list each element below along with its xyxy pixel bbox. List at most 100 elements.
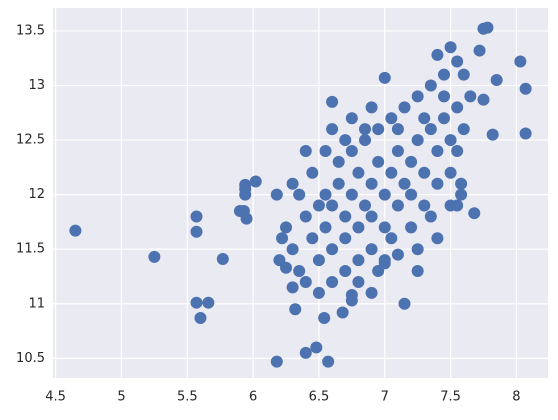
point [293,265,306,278]
point [418,166,431,179]
point [378,71,391,84]
point [270,355,283,368]
point [336,306,349,319]
point [332,155,345,168]
point [190,225,203,238]
point [239,188,252,201]
point [418,112,431,125]
point [270,188,283,201]
x-tick-label: 7.5 [440,390,461,405]
point [451,144,464,157]
point [293,188,306,201]
point [424,79,437,92]
point [398,101,411,114]
point [464,90,477,103]
point [444,41,457,54]
point [398,297,411,310]
point [437,112,450,125]
point [372,265,385,278]
point [339,134,352,147]
point [345,144,358,157]
point [378,254,391,267]
point [391,144,404,157]
point [319,144,332,157]
point [286,243,299,256]
point [312,286,325,299]
point [319,188,332,201]
point [276,232,289,245]
point [455,188,468,201]
x-tick-label: 4.5 [45,390,66,405]
point [431,177,444,190]
point [411,243,424,256]
point [481,21,494,34]
x-tick-label: 5 [117,390,125,405]
point [216,253,229,266]
point [319,221,332,234]
point [359,123,372,136]
point [444,134,457,147]
point [339,265,352,278]
point [310,341,323,354]
y-tick-label: 11 [28,296,45,311]
point [372,155,385,168]
point [444,166,457,179]
point [385,112,398,125]
point [398,177,411,190]
point [345,112,358,125]
point [289,303,302,316]
point [352,254,365,267]
point [437,68,450,81]
y-tick-label: 13.5 [16,23,45,38]
x-tick-label: 7 [381,390,389,405]
point [473,44,486,57]
x-tick-label: 8 [512,390,520,405]
point [431,144,444,157]
point [69,224,82,237]
point [190,296,203,309]
point [352,166,365,179]
point [411,265,424,278]
point [477,93,490,106]
point [378,188,391,201]
point [345,188,358,201]
point [391,248,404,261]
point [299,210,312,223]
point [405,155,418,168]
point [514,55,527,68]
point [431,232,444,245]
point [299,346,312,359]
point [306,232,319,245]
point [365,177,378,190]
point [280,221,293,234]
point [240,212,253,225]
point [326,123,339,136]
point [326,199,339,212]
point [411,90,424,103]
point [468,207,481,220]
point [190,210,203,223]
point [326,95,339,108]
point [451,199,464,212]
y-tick-label: 10.5 [16,351,45,366]
point [365,243,378,256]
point [249,175,262,188]
point [365,101,378,114]
y-tick-label: 13 [28,78,45,93]
point [345,294,358,307]
point [391,199,404,212]
point [332,177,345,190]
x-tick-label: 5.5 [177,390,198,405]
point [312,199,325,212]
point [457,123,470,136]
point [424,210,437,223]
point [490,74,503,87]
point [359,134,372,147]
point [424,123,437,136]
x-tick-label: 6 [249,390,257,405]
point [306,166,319,179]
point [312,254,325,267]
point [194,311,207,324]
point [326,243,339,256]
